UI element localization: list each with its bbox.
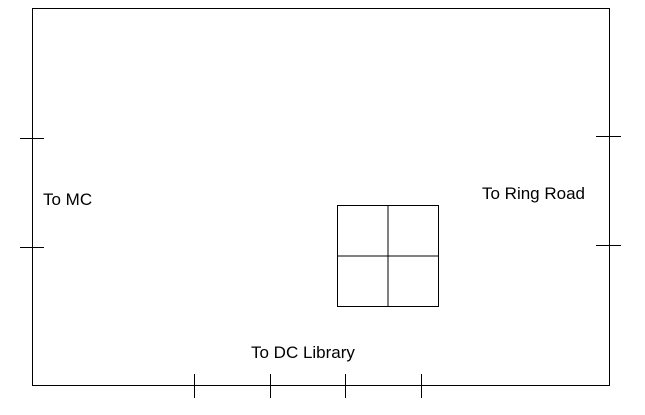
east-exit-label: To Ring Road xyxy=(482,184,586,203)
site-boundary xyxy=(32,8,610,386)
west-exit-label: To MC xyxy=(43,190,93,209)
south-exit-label: To DC Library xyxy=(251,343,355,362)
grid-block xyxy=(337,205,439,307)
